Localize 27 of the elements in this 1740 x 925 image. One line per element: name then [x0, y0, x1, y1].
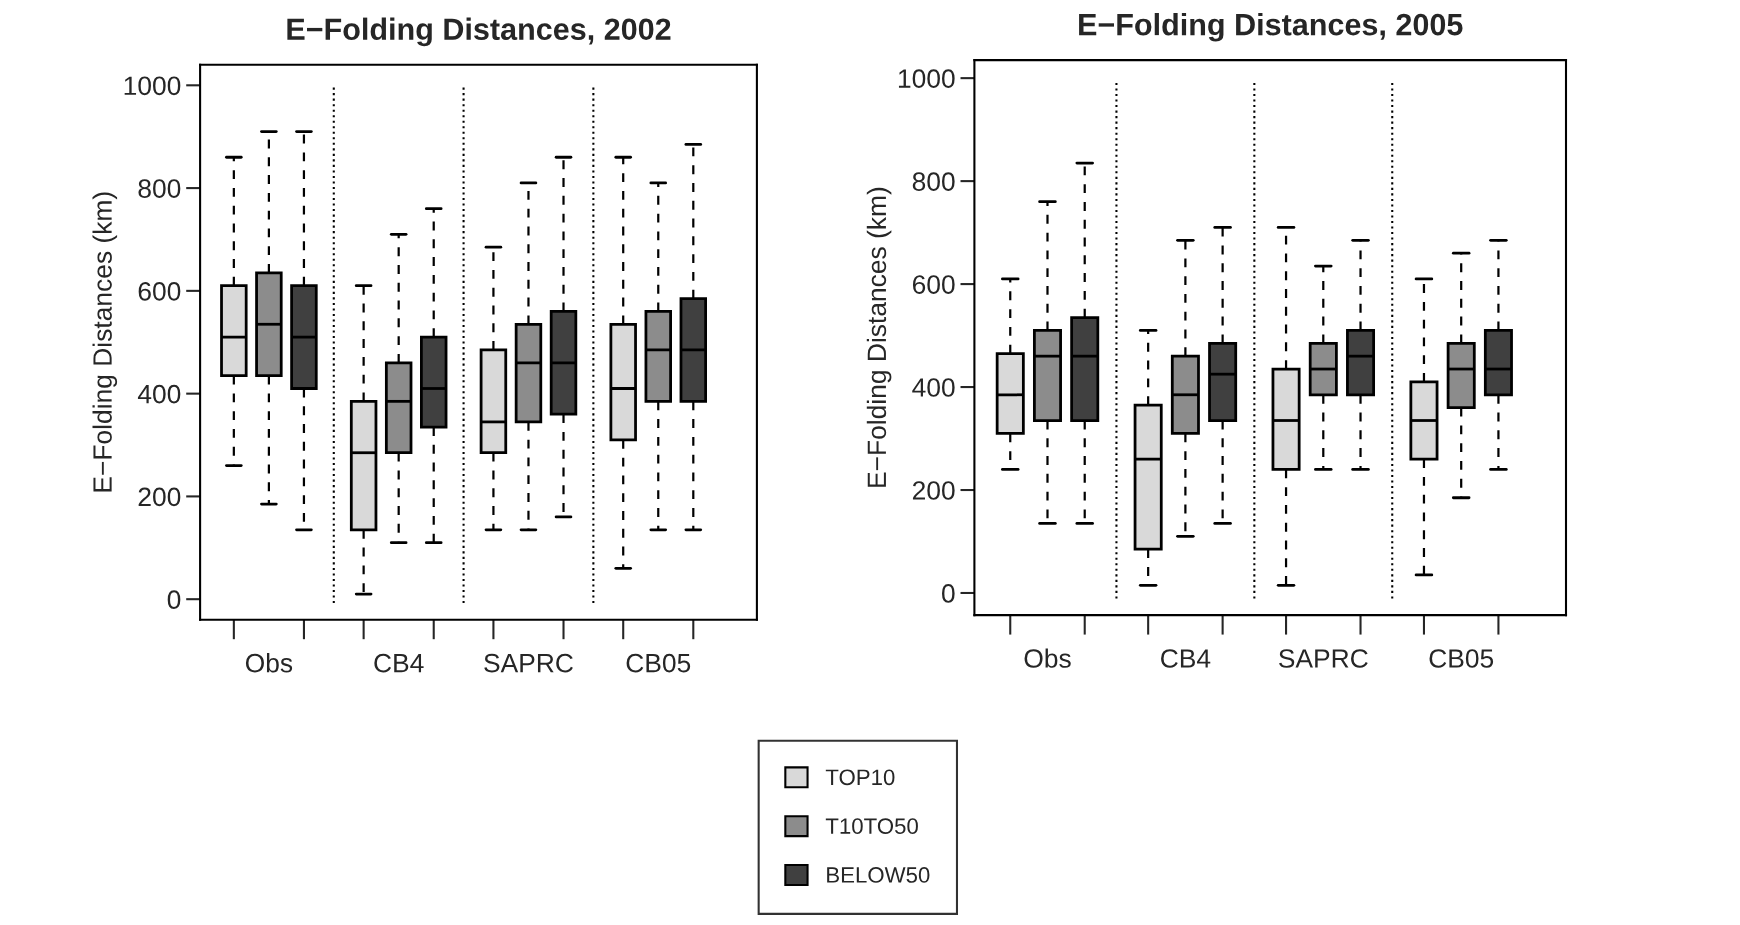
chart-title: E−Folding Distances, 2005 — [1079, 12, 1463, 42]
x-tick-label: CB4 — [1161, 649, 1211, 668]
x-tick-label: CB05 — [1429, 649, 1494, 668]
x-tick-label: Obs — [245, 653, 293, 673]
y-tick-label: 600 — [912, 275, 955, 294]
x-tick-label: CB4 — [374, 653, 424, 673]
y-axis-title: E−Folding Distances (km) — [92, 192, 118, 492]
legend-label: TOP10 — [825, 769, 895, 786]
x-tick-label: SAPRC — [484, 653, 573, 673]
x-tick-label: SAPRC — [1279, 649, 1368, 668]
x-tick-label: CB05 — [626, 653, 691, 673]
x-tick-label: Obs — [1024, 648, 1071, 668]
legend-label: BELOW50 — [827, 867, 930, 883]
y-tick-label: 800 — [912, 172, 955, 191]
y-tick-label: 1000 — [124, 76, 181, 96]
legend-label: T10TO50 — [825, 818, 918, 834]
y-tick-label: 600 — [138, 282, 181, 301]
y-tick-label: 0 — [167, 590, 181, 610]
y-tick-label: 0 — [942, 584, 955, 603]
y-tick-label: 800 — [138, 179, 181, 198]
chart-title: E−Folding Distances, 2002 — [287, 17, 671, 47]
y-tick-label: 200 — [912, 481, 955, 500]
y-axis-title: E−Folding Distances (km) — [866, 187, 892, 487]
y-tick-label: 400 — [137, 384, 181, 404]
y-tick-label: 200 — [138, 487, 181, 507]
y-tick-label: 400 — [912, 378, 955, 397]
y-tick-label: 1000 — [898, 69, 955, 88]
